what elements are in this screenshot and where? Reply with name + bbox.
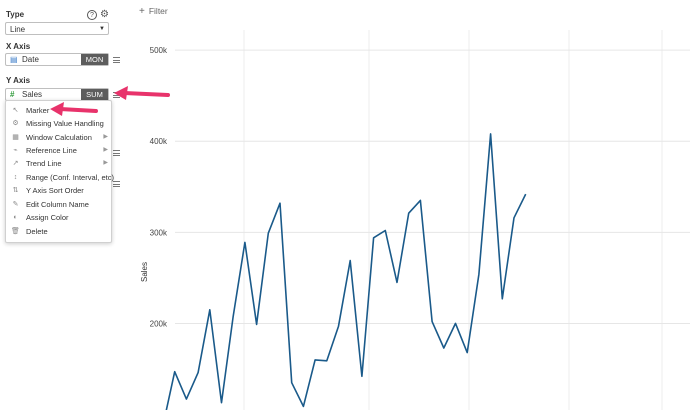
menu-item-delete[interactable]: 🗑 Delete <box>11 227 48 236</box>
hidden-field-menu-icon[interactable] <box>113 150 120 156</box>
sort-icon: ⇅ <box>12 187 19 194</box>
help-icon[interactable]: ? <box>87 10 97 20</box>
type-section-label: Type <box>6 10 25 19</box>
chart-type-select[interactable]: Line ▼ <box>5 22 109 35</box>
submenu-arrow-icon: ▶ <box>103 134 108 140</box>
annotation-arrow-marker <box>50 102 98 116</box>
chart-grid <box>175 30 690 410</box>
menu-item-y-axis-sort-order[interactable]: ⇅ Y Axis Sort Order <box>12 186 84 195</box>
trash-icon: 🗑 <box>11 228 20 235</box>
line-chart-icon: ⌁ <box>13 147 18 154</box>
add-filter-button[interactable]: + Filter <box>139 6 168 17</box>
submenu-arrow-icon: ▶ <box>103 147 108 153</box>
hash-icon: # <box>10 90 15 99</box>
x-axis-field[interactable]: ▤ Date MON <box>5 53 109 66</box>
hidden-field-menu-icon-2[interactable] <box>113 181 120 187</box>
menu-item-range[interactable]: ↕ Range (Conf. Interval, etc) <box>6 171 114 184</box>
x-axis-menu-icon[interactable] <box>113 57 120 63</box>
sales-line-chart: 500k 400k 300k 200k Sales <box>140 30 690 410</box>
sales-series-points <box>174 133 526 407</box>
sales-series-line <box>165 133 527 410</box>
menu-item-reference-line[interactable]: ⌁ Reference Line ▶ <box>6 144 111 157</box>
y-tick-label: 500k <box>150 46 168 55</box>
y-axis-field-name: Sales <box>22 90 43 99</box>
x-axis-aggregation-button[interactable]: MON <box>81 54 108 65</box>
chevron-down-icon: ▼ <box>99 26 105 32</box>
chart-type-value: Line <box>10 25 26 34</box>
x-axis-field-name: Date <box>22 55 39 64</box>
y-axis-aggregation-button[interactable]: SUM <box>81 89 108 100</box>
grid-icon: ▦ <box>12 134 19 141</box>
x-axis-section-label: X Axis <box>6 42 31 51</box>
annotation-arrow-y-axis-menu <box>114 86 170 100</box>
plus-icon: + <box>139 6 145 17</box>
submenu-arrow-icon: ▶ <box>103 160 108 166</box>
y-axis-label: Sales <box>140 262 149 282</box>
menu-item-trend-line[interactable]: ↗ Trend Line ▶ <box>12 159 108 168</box>
y-axis-ticks: 500k 400k 300k 200k <box>150 46 168 328</box>
cursor-icon: ↖ <box>12 107 19 114</box>
range-icon: ↕ <box>13 174 18 181</box>
palette-icon: ◐ <box>13 214 18 221</box>
menu-item-marker[interactable]: ↖ Marker <box>12 106 50 115</box>
edit-icon: ✎ <box>12 201 19 208</box>
trend-icon: ↗ <box>12 160 19 167</box>
filter-label: Filter <box>148 6 168 16</box>
gear-icon[interactable]: ⚙ <box>100 9 109 20</box>
y-tick-label: 400k <box>150 137 168 146</box>
menu-item-assign-color[interactable]: ◐ Assign Color <box>6 211 111 224</box>
menu-item-edit-column-name[interactable]: ✎ Edit Column Name <box>12 200 89 209</box>
menu-item-missing-value-handling[interactable]: ⚙ Missing Value Handling <box>12 119 104 128</box>
y-axis-section-label: Y Axis <box>6 76 31 85</box>
menu-item-window-calculation[interactable]: ▦ Window Calculation ▶ <box>12 133 108 142</box>
calendar-icon: ▤ <box>10 55 18 64</box>
y-tick-label: 200k <box>150 319 168 328</box>
gear-icon: ⚙ <box>12 120 19 127</box>
y-tick-label: 300k <box>150 228 168 237</box>
column-context-menu: ↖ Marker ⚙ Missing Value Handling ▦ Wind… <box>5 100 114 243</box>
